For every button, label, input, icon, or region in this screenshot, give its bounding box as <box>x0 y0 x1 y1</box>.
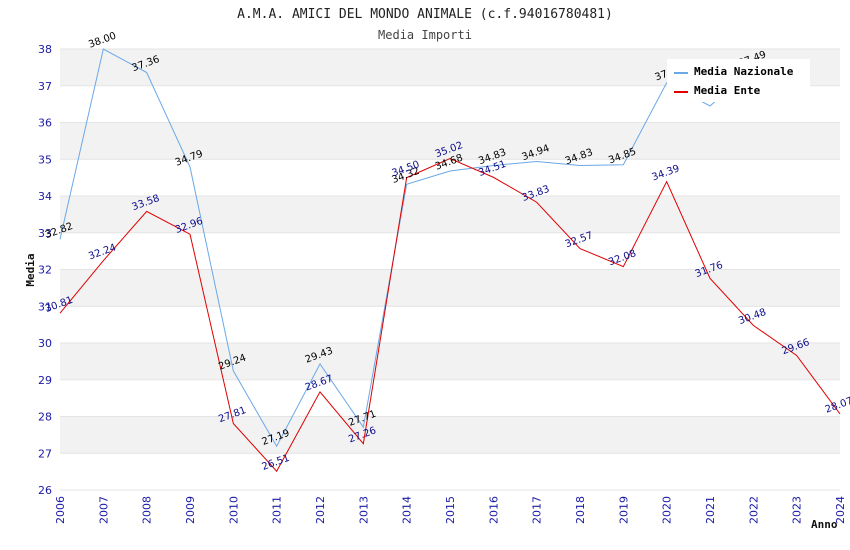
x-tick-label: 2015 <box>444 496 457 524</box>
x-tick-label: 2021 <box>704 496 717 524</box>
y-tick-label: 31 <box>38 300 52 313</box>
x-tick-label: 2019 <box>617 496 630 524</box>
series-line-nazionale <box>59 48 754 448</box>
x-tick-label: 2024 <box>834 496 847 524</box>
x-tick-label: 2018 <box>574 496 587 524</box>
legend: Media Nazionale Media Ente <box>667 59 810 102</box>
grid-band <box>60 122 840 160</box>
series-lines <box>59 48 841 473</box>
y-tick-label: 35 <box>38 153 52 166</box>
x-tick-label: 2012 <box>314 496 327 524</box>
legend-label-ente: Media Ente <box>694 84 761 97</box>
y-tick-label: 34 <box>38 190 52 203</box>
grid-band <box>60 343 840 380</box>
x-tick-label: 2023 <box>791 496 804 524</box>
chart-subtitle: Media Importi <box>378 28 472 42</box>
chart-title: A.M.A. AMICI DEL MONDO ANIMALE (c.f.9401… <box>237 7 613 22</box>
grid-band <box>60 232 840 270</box>
legend-box <box>667 59 810 102</box>
y-axis-ticks: 26 27 28 29 30 31 32 33 34 35 36 37 38 <box>38 43 52 497</box>
x-tick-label: 2008 <box>141 496 154 524</box>
grid-band <box>60 269 840 307</box>
x-axis-ticks: 2006 2007 2008 2009 2010 2011 2012 2013 2014 2015… <box>54 496 847 524</box>
x-axis-label: Anno <box>811 518 838 531</box>
y-tick-label: 36 <box>38 117 52 130</box>
y-tick-label: 37 <box>38 80 52 93</box>
series-line-ente <box>59 157 841 473</box>
x-tick-label: 2013 <box>357 496 370 524</box>
y-tick-label: 28 <box>38 411 52 424</box>
x-tick-label: 2016 <box>487 496 500 524</box>
grid-bands <box>60 48 840 491</box>
x-tick-label: 2014 <box>401 496 414 524</box>
y-tick-label: 38 <box>38 43 52 56</box>
y-tick-label: 26 <box>38 484 52 497</box>
x-tick-label: 2006 <box>54 496 67 524</box>
x-tick-label: 2020 <box>661 496 674 524</box>
y-tick-label: 27 <box>38 447 52 460</box>
y-tick-label: 29 <box>38 374 52 387</box>
grid-band <box>60 159 840 196</box>
data-label: 38.00 <box>87 31 118 51</box>
y-tick-label: 32 <box>38 264 52 277</box>
x-tick-label: 2007 <box>97 496 110 524</box>
x-tick-label: 2009 <box>184 496 197 524</box>
x-tick-label: 2010 <box>227 496 240 524</box>
legend-label-nazionale: Media Nazionale <box>694 65 794 78</box>
x-tick-label: 2017 <box>531 496 544 524</box>
x-tick-label: 2022 <box>747 496 760 524</box>
y-axis-label: Media <box>24 253 37 286</box>
y-tick-label: 33 <box>38 227 52 240</box>
x-tick-label: 2011 <box>271 496 284 524</box>
grid-band <box>60 306 840 343</box>
grid-band <box>60 453 840 490</box>
grid-band <box>60 196 840 233</box>
grid-band <box>60 379 840 417</box>
y-tick-label: 30 <box>38 337 52 350</box>
grid-band <box>60 416 840 454</box>
